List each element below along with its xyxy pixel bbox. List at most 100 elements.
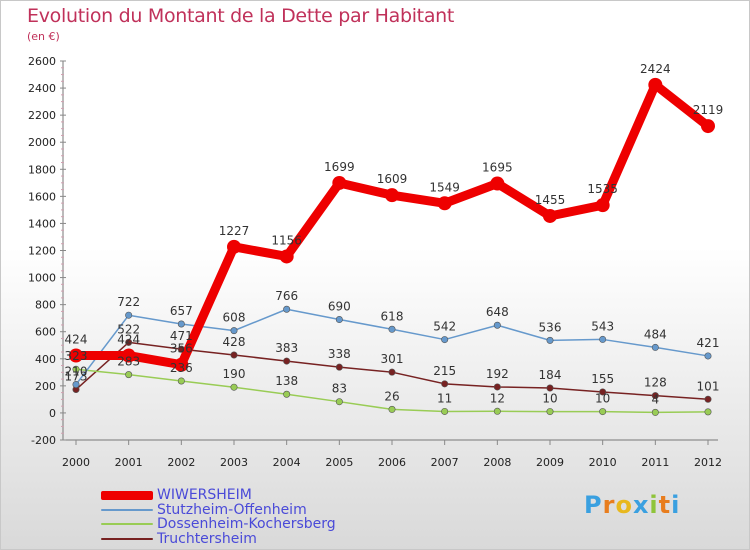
legend-label: Truchtersheim [157,531,257,547]
logo-letter: o [615,491,633,519]
data-label: 10 [595,392,610,406]
data-label: 766 [275,289,298,303]
y-tick-label: 800 [35,299,56,312]
data-point [388,325,396,333]
data-point [595,198,610,213]
chart-title: Evolution du Montant de la Dette par Hab… [27,5,455,27]
x-tick-label: 2009 [536,456,564,469]
data-label: 11 [437,391,452,405]
data-label: 138 [275,374,298,388]
data-point [651,408,659,416]
legend-swatch [101,490,153,500]
data-point [648,77,663,92]
x-tick-label: 2004 [273,456,301,469]
y-tick-label: 2600 [28,55,56,68]
data-point [227,239,241,254]
data-point [335,363,343,371]
y-tick-label: 400 [35,353,56,366]
data-point [177,320,185,328]
y-tick-label: 2200 [28,109,56,122]
data-label: 383 [275,341,298,355]
logo-letter: x [632,491,650,519]
data-label: 173 [65,370,88,384]
data-label: 356 [170,342,193,356]
data-label: 1695 [482,160,513,174]
legend-item-truchtersheim: Truchtersheim [101,531,257,547]
data-label: 1535 [587,182,618,196]
y-tick-label: 1600 [28,190,56,203]
x-tick-label: 2001 [115,456,143,469]
data-label: 4 [652,392,660,406]
y-tick-label: 1000 [28,272,56,285]
logo-letter: r [602,491,616,519]
data-point [72,365,80,373]
data-label: 215 [433,364,456,378]
logo-letter: i [649,491,659,519]
legend-label: Dossenheim-Kochersberg [157,516,336,532]
x-tick-label: 2000 [62,456,90,469]
logo-letter: i [671,491,681,519]
data-point [701,119,715,134]
chart-subtitle: (en €) [27,30,60,43]
data-label: 536 [539,320,562,334]
data-label: 83 [332,382,347,396]
data-point [125,371,133,379]
data-point [493,407,501,415]
x-tick-label: 2006 [378,456,406,469]
data-label: 424 [117,333,140,347]
data-label: 338 [328,347,351,361]
data-label: 236 [170,361,193,375]
data-point [490,176,505,191]
data-label: 421 [697,336,720,350]
data-point [437,196,452,211]
data-point [546,336,554,344]
data-point [125,338,133,346]
data-label: 192 [486,367,509,381]
x-tick-label: 2008 [483,456,511,469]
data-label: 190 [223,367,246,381]
legend-swatch [101,523,153,525]
data-label: 428 [223,335,246,349]
data-point [125,311,133,319]
logo-letter: P [584,491,603,519]
data-point [385,188,399,203]
data-point [493,383,501,391]
data-label: 1227 [219,224,250,238]
x-tick-label: 2010 [589,456,617,469]
data-point [332,175,347,190]
data-point [230,383,238,391]
data-label: 1609 [377,172,408,186]
data-label: 10 [542,392,557,406]
data-label: 1699 [324,160,355,174]
data-point [441,336,449,344]
data-point [704,352,712,360]
data-label: 155 [591,372,614,386]
y-tick-label: 200 [35,380,56,393]
data-label: 2119 [693,103,724,117]
data-point [493,321,501,329]
data-point [651,392,659,400]
data-label: 690 [328,300,351,314]
x-tick-label: 2012 [694,456,722,469]
legend-swatch [101,509,153,511]
data-label: 323 [65,349,88,363]
data-label: 618 [381,309,404,323]
data-label: 484 [644,327,667,341]
data-point [543,208,557,223]
logo-letter: t [658,491,672,519]
data-point [651,343,659,351]
data-point [335,316,343,324]
data-label: 184 [539,368,562,382]
data-label: 283 [117,355,140,369]
y-tick-label: 1800 [28,163,56,176]
data-label: 648 [486,305,509,319]
legend-label: Stutzheim-Offenheim [157,502,307,518]
data-point [283,390,291,398]
y-tick-label: 1200 [28,245,56,258]
data-point [121,348,136,363]
legend-item-dossenheim-kochersberg: Dossenheim-Kochersberg [101,516,336,532]
y-tick-label: -200 [31,434,56,447]
data-point [283,305,291,313]
data-point [599,335,607,343]
